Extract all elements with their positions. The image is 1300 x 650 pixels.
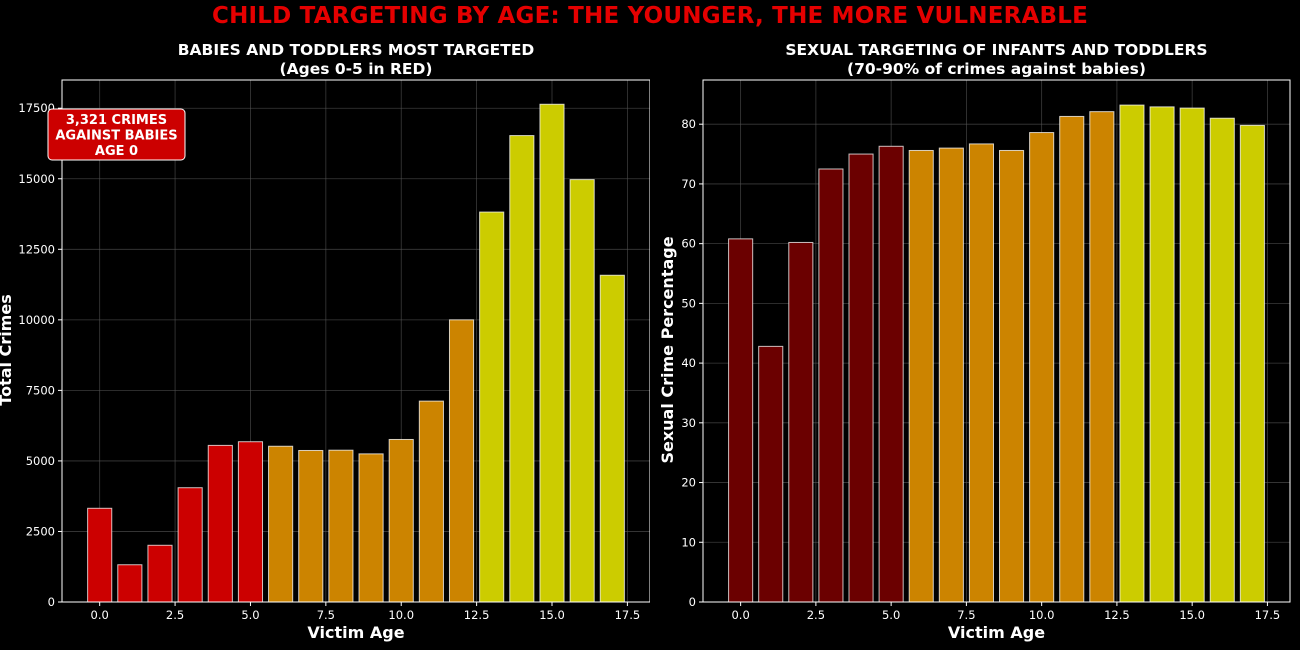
x-tick-label: 17.5 (615, 608, 641, 622)
y-tick-label: 0 (48, 595, 55, 609)
bar-age-11 (1059, 115, 1085, 603)
bar-age-3 (177, 487, 203, 603)
bar-age-0 (87, 507, 113, 603)
bar-age-8 (328, 449, 354, 603)
y-tick-label: 20 (681, 476, 696, 490)
y-tick-label: 10000 (18, 313, 55, 327)
y-tick-label: 5000 (26, 454, 55, 468)
chart-subtitle: (Ages 0-5 in RED) (280, 60, 433, 78)
bar-age-14 (509, 135, 535, 603)
bar-age-0 (728, 238, 754, 603)
bar-age-4 (207, 444, 233, 603)
figure-suptitle: CHILD TARGETING BY AGE: THE YOUNGER, THE… (211, 3, 1089, 29)
x-tick-label: 2.5 (807, 608, 825, 622)
bar-age-9 (358, 453, 384, 603)
bar-age-15 (1179, 107, 1205, 603)
y-tick-label: 15000 (18, 172, 55, 186)
bar-age-7 (938, 147, 964, 603)
chart-title: SEXUAL TARGETING OF INFANTS AND TODDLERS (785, 41, 1207, 59)
y-tick-label: 50 (681, 296, 696, 310)
bar-age-1 (758, 345, 784, 603)
sexual-crime-percentage-chart: SEXUAL TARGETING OF INFANTS AND TODDLERS… (658, 41, 1291, 642)
bar-age-7 (298, 449, 324, 603)
bar-age-2 (788, 241, 814, 603)
bars (728, 104, 1265, 603)
annotation-background (47, 108, 186, 161)
bar-age-12 (1089, 111, 1115, 603)
y-tick-label: 0 (689, 595, 696, 609)
y-tick-label: 7500 (26, 383, 55, 397)
bar-age-5 (878, 145, 904, 603)
annotation-line: AGE 0 (95, 144, 138, 159)
bar-age-6 (908, 149, 934, 603)
bar-age-3 (818, 168, 844, 603)
bar-age-8 (968, 143, 994, 603)
bar-age-10 (1029, 132, 1055, 603)
x-axis-label: Victim Age (307, 623, 404, 642)
annotation-line: AGAINST BABIES (55, 129, 177, 144)
bars (87, 103, 625, 603)
x-tick-label: 0.0 (731, 608, 749, 622)
x-tick-label: 17.5 (1255, 608, 1281, 622)
x-axis-label: Victim Age (948, 623, 1045, 642)
x-tick-label: 7.5 (317, 608, 335, 622)
x-tick-label: 10.0 (1029, 608, 1055, 622)
y-tick-label: 60 (681, 237, 696, 251)
x-tick-label: 5.0 (241, 608, 259, 622)
bar-age-16 (569, 179, 595, 603)
bar-age-10 (388, 438, 414, 603)
bar-age-17 (599, 274, 625, 603)
axes-frame (702, 79, 1291, 603)
bar-age-4 (848, 153, 874, 603)
y-axis-label: Total Crimes (0, 294, 15, 405)
annotation-line: 3,321 CRIMES (66, 113, 167, 128)
y-tick-label: 30 (681, 416, 696, 430)
chart-subtitle: (70-90% of crimes against babies) (847, 60, 1146, 78)
x-tick-label: 15.0 (539, 608, 565, 622)
bar-age-13 (1119, 104, 1145, 603)
bar-age-6 (268, 445, 294, 603)
bar-age-15 (539, 103, 565, 603)
x-tick-label: 12.5 (1104, 608, 1130, 622)
chart-title: BABIES AND TODDLERS MOST TARGETED (178, 41, 535, 59)
bar-age-14 (1149, 106, 1175, 603)
bar-age-9 (999, 149, 1025, 603)
bar-age-17 (1239, 124, 1265, 603)
x-tick-label: 10.0 (388, 608, 414, 622)
y-tick-label: 80 (681, 117, 696, 131)
bar-age-11 (418, 400, 444, 603)
bar-age-12 (448, 319, 475, 603)
y-tick-label: 2500 (26, 524, 55, 538)
bar-age-5 (237, 441, 264, 603)
axes-frame (61, 79, 650, 603)
y-tick-label: 70 (681, 177, 696, 191)
y-tick-label: 12500 (18, 242, 55, 256)
bar-age-2 (147, 544, 173, 603)
y-tick-label: 40 (681, 356, 696, 370)
y-tick-label: 10 (681, 535, 696, 549)
x-tick-label: 12.5 (464, 608, 490, 622)
bar-age-1 (117, 564, 143, 603)
x-tick-label: 5.0 (882, 608, 900, 622)
bar-age-16 (1209, 117, 1235, 603)
y-tick-label: 17500 (18, 101, 55, 115)
total-crimes-chart: BABIES AND TODDLERS MOST TARGETED(Ages 0… (0, 41, 650, 642)
x-tick-label: 2.5 (166, 608, 184, 622)
y-axis-label: Sexual Crime Percentage (658, 236, 677, 463)
bar-age-13 (479, 211, 505, 603)
x-tick-label: 15.0 (1179, 608, 1205, 622)
x-tick-label: 7.5 (957, 608, 975, 622)
x-tick-label: 0.0 (91, 608, 109, 622)
